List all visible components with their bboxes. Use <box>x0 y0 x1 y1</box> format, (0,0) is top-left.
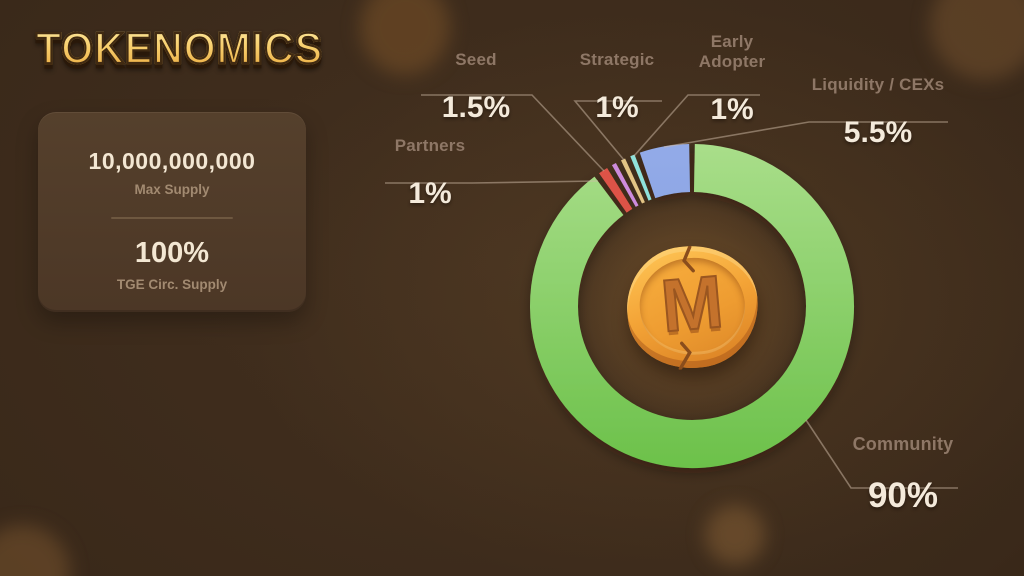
leader-line-partners <box>385 180 599 184</box>
callout-strategic-value: 1% <box>595 90 639 124</box>
callout-liquidity-label: Liquidity / CEXs <box>811 74 945 94</box>
leader-line-early-adopter <box>633 94 760 157</box>
callout-seed-value: 1.5% <box>441 90 511 124</box>
callout-strategic: Strategic 1% <box>580 31 655 144</box>
callout-leader-lines <box>385 94 958 489</box>
callout-liquidity: Liquidity / CEXs 5.5% <box>812 56 945 169</box>
callout-community-value: 90% <box>867 475 939 515</box>
callout-early-adopter-value: 1% <box>710 92 754 126</box>
callout-liquidity-value: 5.5% <box>843 115 913 149</box>
leader-line-community <box>805 419 958 489</box>
callout-community-label: Community <box>852 433 954 454</box>
callout-community: Community 90% <box>853 415 954 535</box>
card-divider <box>111 217 233 219</box>
callout-early-adopter-label: Early Adopter <box>698 31 766 71</box>
max-supply-label: Max Supply <box>134 182 210 197</box>
callout-early-adopter: Early Adopter 1% <box>699 13 766 146</box>
callout-seed-label: Seed <box>455 49 497 69</box>
donut-slice-seed <box>599 168 633 213</box>
page-title: TOKENOMICS <box>35 23 324 74</box>
tge-supply-label: TGE Circ. Supply <box>116 277 228 292</box>
callout-partners-label: Partners <box>394 135 466 155</box>
donut-slice-liquidity-cexs <box>639 144 691 199</box>
leader-line-strategic <box>573 100 662 161</box>
token-coin-logo: M <box>620 239 765 375</box>
callout-partners: Partners 1% <box>395 117 466 230</box>
donut-slice-partners <box>611 162 639 207</box>
coin-crack-lines <box>678 245 695 371</box>
callout-seed: Seed 1.5% <box>442 31 510 144</box>
background-bokeh-blob <box>360 0 450 75</box>
supply-card: 10,000,000,000 Max Supply 100% TGE Circ.… <box>38 112 306 312</box>
callout-partners-value: 1% <box>408 176 452 210</box>
donut-slice-early-adopter <box>630 154 652 201</box>
leader-line-seed <box>421 94 605 172</box>
leader-line-liquidity <box>663 121 948 148</box>
max-supply-value: 10,000,000,000 <box>88 148 256 174</box>
callout-strategic-label: Strategic <box>579 49 655 69</box>
donut-slices <box>530 144 854 468</box>
donut-slice-strategic <box>620 158 645 204</box>
tge-supply-value: 100% <box>134 237 210 269</box>
background-bokeh-blob <box>705 505 765 565</box>
donut-slice-community <box>530 144 854 468</box>
